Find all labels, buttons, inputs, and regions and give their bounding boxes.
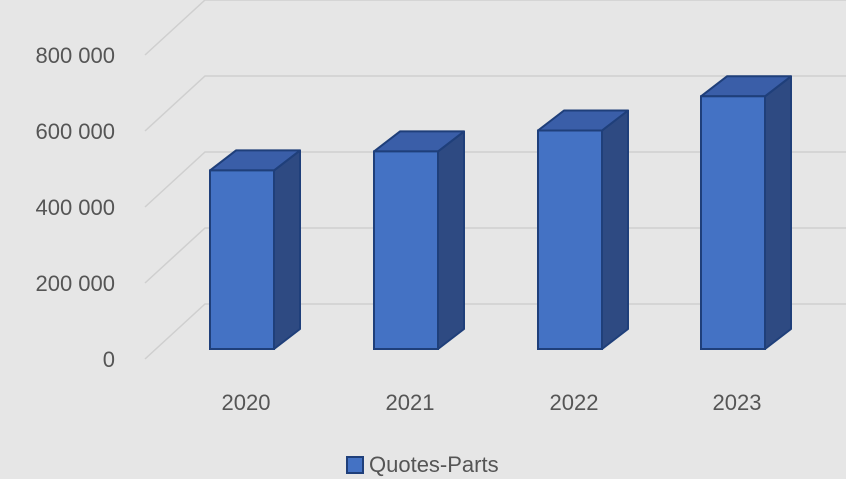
bar-front-face — [537, 129, 603, 350]
bar-2020[interactable] — [209, 149, 301, 350]
x-tick-label: 2023 — [713, 390, 762, 415]
gridlines — [144, 0, 846, 360]
bar-side-face — [764, 75, 792, 350]
gridline — [144, 303, 846, 360]
x-axis-ticks: 2020 2021 2022 2023 — [222, 390, 762, 415]
y-tick-label: 200 000 — [35, 271, 115, 296]
legend[interactable]: Quotes-Parts — [346, 452, 499, 477]
gridline — [144, 75, 846, 132]
y-tick-label: 800 000 — [35, 43, 115, 68]
y-tick-label: 400 000 — [35, 195, 115, 220]
x-tick-label: 2022 — [550, 390, 599, 415]
bar-side-face — [273, 149, 301, 350]
y-tick-label: 600 000 — [35, 119, 115, 144]
y-tick-label: 0 — [103, 347, 115, 372]
gridline — [144, 227, 846, 284]
gridline — [144, 0, 846, 56]
y-axis-ticks: 0 200 000 400 000 600 000 800 000 — [35, 43, 115, 372]
legend-label-quotes-parts: Quotes-Parts — [369, 452, 499, 477]
bars — [209, 75, 792, 350]
bar-2021[interactable] — [373, 130, 465, 350]
bar-side-face — [601, 109, 629, 350]
bar-2023[interactable] — [700, 75, 792, 350]
x-tick-label: 2021 — [386, 390, 435, 415]
bar-side-face — [437, 130, 465, 350]
gridline — [144, 151, 846, 208]
legend-swatch — [346, 456, 364, 474]
bar-2022[interactable] — [537, 109, 629, 350]
x-tick-label: 2020 — [222, 390, 271, 415]
bar-front-face — [209, 169, 275, 350]
bar-front-face — [700, 95, 766, 350]
bar-front-face — [373, 150, 439, 350]
